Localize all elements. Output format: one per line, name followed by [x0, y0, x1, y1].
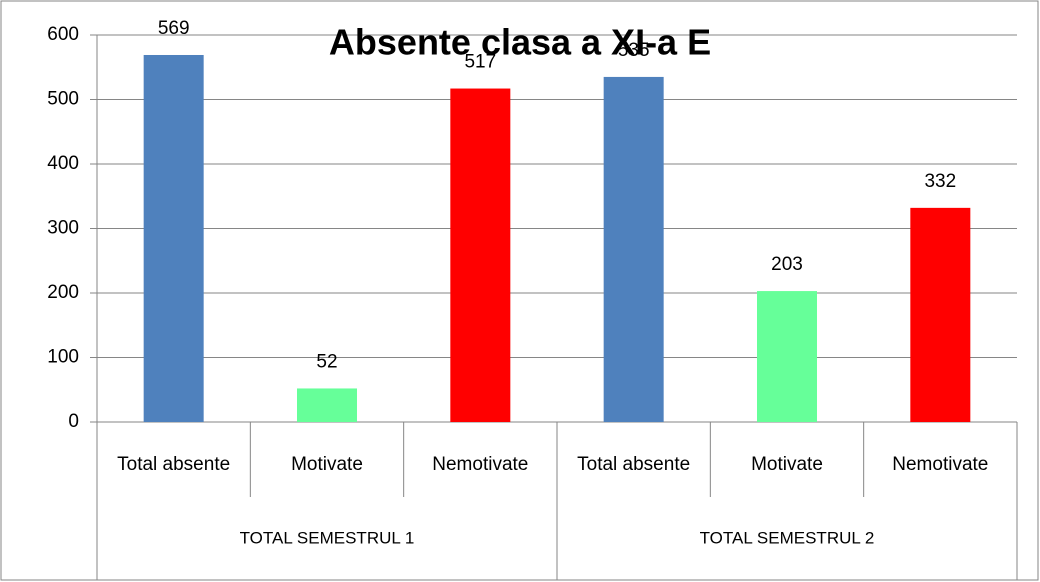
group-label: TOTAL SEMESTRUL 2 [700, 528, 875, 547]
x-tick-label: Total absente [117, 454, 230, 475]
y-tick-label: 500 [47, 89, 79, 110]
y-tick-label: 0 [68, 411, 79, 432]
group-label: TOTAL SEMESTRUL 1 [240, 528, 415, 547]
y-tick-label: 200 [47, 282, 79, 303]
value-label: 517 [464, 52, 496, 73]
value-label: 569 [158, 18, 190, 39]
y-tick-label: 400 [47, 153, 79, 174]
x-tick-label: Motivate [751, 454, 823, 475]
bar [910, 207, 971, 422]
x-tick-label: Motivate [291, 454, 363, 475]
value-label: 332 [924, 171, 956, 192]
x-tick-label: Nemotivate [892, 454, 988, 475]
bar [297, 388, 357, 422]
y-tick-label: 300 [47, 218, 79, 239]
x-tick-label: Nemotivate [432, 454, 528, 475]
chart-title: Absente clasa a XI-a E [329, 22, 711, 63]
bar [143, 54, 204, 423]
bar [450, 88, 511, 422]
value-label: 52 [316, 351, 337, 372]
value-label: 203 [771, 254, 803, 275]
y-tick-label: 100 [47, 347, 79, 368]
y-tick-label: 600 [47, 24, 79, 45]
bar [757, 291, 817, 422]
x-tick-label: Total absente [577, 454, 690, 475]
bar [603, 76, 664, 423]
value-label: 535 [618, 40, 650, 61]
